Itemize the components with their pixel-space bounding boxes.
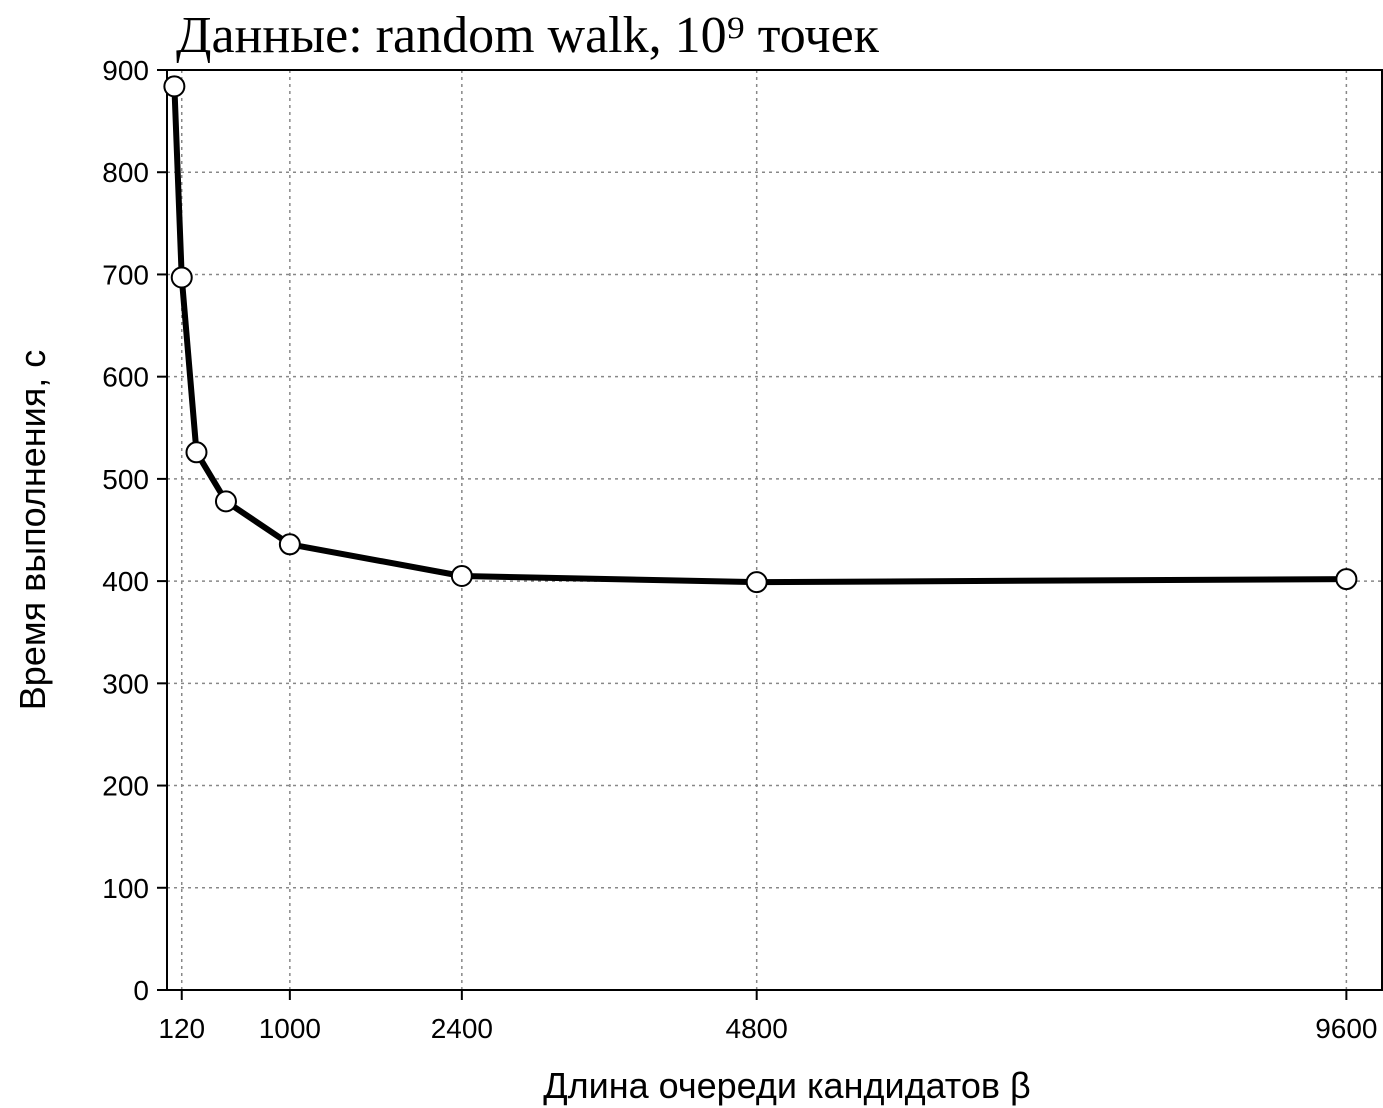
y-tick-label: 500 bbox=[102, 464, 149, 495]
y-tick-label: 600 bbox=[102, 362, 149, 393]
data-point bbox=[163, 75, 186, 98]
data-point bbox=[214, 490, 237, 513]
data-point bbox=[170, 266, 193, 289]
data-point bbox=[450, 565, 473, 587]
x-tick-label: 2400 bbox=[431, 1013, 493, 1044]
x-tick-label: 120 bbox=[158, 1013, 205, 1044]
y-tick-label: 200 bbox=[102, 771, 149, 802]
y-tick-label: 300 bbox=[102, 668, 149, 699]
y-tick-label: 800 bbox=[102, 157, 149, 188]
y-tick-label: 900 bbox=[102, 55, 149, 86]
x-tick-label: 4800 bbox=[726, 1013, 788, 1044]
y-tick-label: 0 bbox=[133, 975, 149, 1006]
y-tick-label: 400 bbox=[102, 566, 149, 597]
x-axis-label: Длина очереди кандидатов β bbox=[543, 1065, 1031, 1106]
y-tick-label: 700 bbox=[102, 259, 149, 290]
x-tick-label: 9600 bbox=[1315, 1013, 1377, 1044]
x-tick-label: 1000 bbox=[259, 1013, 321, 1044]
data-point bbox=[745, 571, 768, 594]
y-axis-label: Время выполнения, с bbox=[12, 350, 53, 710]
data-point bbox=[278, 533, 301, 556]
plot-frame bbox=[166, 69, 1383, 991]
chart-title: Данные: random walk, 10⁹ точек bbox=[176, 7, 880, 64]
data-point bbox=[185, 441, 208, 464]
data-point bbox=[1335, 568, 1358, 591]
data-line bbox=[171, 86, 1347, 586]
y-tick-label: 100 bbox=[102, 873, 149, 904]
